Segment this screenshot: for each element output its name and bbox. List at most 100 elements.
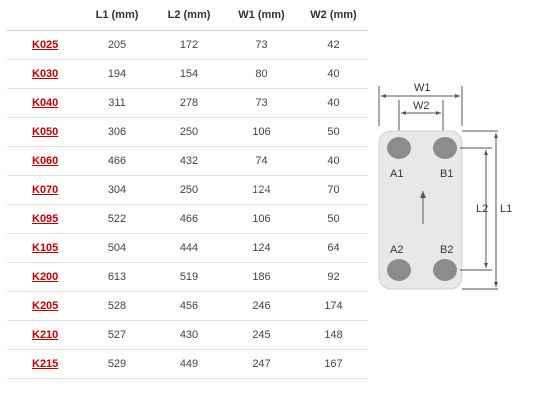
header-l1: L1 (mm) [80, 0, 154, 31]
cell-l2: 444 [154, 233, 224, 263]
model-link[interactable]: K040 [7, 88, 80, 118]
plate-dimension-diagram: W1 W2 A1 B1 A2 B2 L2 L1 [370, 78, 539, 298]
model-link[interactable]: K210 [7, 320, 80, 350]
cell-w1: 106 [224, 117, 299, 147]
cell-l2: 432 [154, 146, 224, 176]
cell-l2: 172 [154, 30, 224, 60]
cell-l1: 529 [80, 349, 154, 379]
cell-w2: 148 [299, 320, 368, 350]
table-row: K070 304 250 124 70 [7, 175, 368, 205]
plate-diagram-svg: W1 W2 A1 B1 A2 B2 L2 L1 [378, 82, 512, 290]
dimension-table-container: L1 (mm) L2 (mm) W1 (mm) W2 (mm) K025 205 1… [7, 0, 368, 379]
model-link[interactable]: K215 [7, 349, 80, 379]
cell-w2: 50 [299, 117, 368, 147]
cell-w1: 124 [224, 233, 299, 263]
cell-w2: 40 [299, 88, 368, 118]
model-link[interactable]: K050 [7, 117, 80, 147]
cell-l1: 304 [80, 175, 154, 205]
cell-l2: 519 [154, 262, 224, 292]
w2-arrow-left [401, 111, 406, 115]
l2-label: L2 [476, 203, 488, 215]
cell-l2: 430 [154, 320, 224, 350]
l1-label: L1 [500, 203, 512, 215]
table-row: K095 522 466 106 50 [7, 204, 368, 234]
cell-w1: 106 [224, 204, 299, 234]
table-header-row: L1 (mm) L2 (mm) W1 (mm) W2 (mm) [7, 0, 368, 31]
cell-l1: 613 [80, 262, 154, 292]
cell-w2: 167 [299, 349, 368, 379]
dimension-table: L1 (mm) L2 (mm) W1 (mm) W2 (mm) K025 205 1… [7, 0, 368, 379]
cell-l1: 194 [80, 59, 154, 89]
w1-arrow-left [381, 94, 386, 98]
l2-arrow-top [484, 150, 488, 155]
table-row: K025 205 172 73 42 [7, 30, 368, 60]
cell-w2: 42 [299, 30, 368, 60]
cell-l1: 527 [80, 320, 154, 350]
table-row: K105 504 444 124 64 [7, 233, 368, 263]
w1-arrow-right [455, 94, 460, 98]
table-row: K050 306 250 106 50 [7, 117, 368, 147]
cell-w2: 92 [299, 262, 368, 292]
model-link[interactable]: K095 [7, 204, 80, 234]
l2-arrow-bottom [484, 263, 488, 268]
cell-l1: 522 [80, 204, 154, 234]
w2-arrow-right [436, 111, 441, 115]
cell-l2: 466 [154, 204, 224, 234]
l1-arrow-top [494, 133, 498, 138]
cell-l1: 504 [80, 233, 154, 263]
table-row: K205 528 456 246 174 [7, 291, 368, 321]
port-b2-label: B2 [440, 244, 453, 256]
header-model [7, 0, 80, 31]
cell-w2: 40 [299, 59, 368, 89]
w1-label: W1 [414, 82, 431, 94]
cell-l1: 306 [80, 117, 154, 147]
cell-w2: 50 [299, 204, 368, 234]
w2-label: W2 [413, 100, 430, 112]
cell-l2: 154 [154, 59, 224, 89]
port-a2-label: A2 [390, 244, 403, 256]
l1-arrow-bottom [494, 282, 498, 287]
port-b1 [433, 137, 457, 159]
port-b2 [433, 259, 457, 281]
model-link[interactable]: K205 [7, 291, 80, 321]
model-link[interactable]: K060 [7, 146, 80, 176]
flow-arrow-head [420, 191, 426, 198]
cell-w1: 80 [224, 59, 299, 89]
table-row: K200 613 519 186 92 [7, 262, 368, 292]
cell-w1: 124 [224, 175, 299, 205]
plate-body [378, 130, 463, 290]
cell-l1: 466 [80, 146, 154, 176]
cell-w1: 74 [224, 146, 299, 176]
cell-l1: 528 [80, 291, 154, 321]
header-w2: W2 (mm) [299, 0, 368, 31]
cell-l2: 449 [154, 349, 224, 379]
model-link[interactable]: K105 [7, 233, 80, 263]
cell-w1: 73 [224, 88, 299, 118]
cell-l2: 278 [154, 88, 224, 118]
model-link[interactable]: K070 [7, 175, 80, 205]
cell-w1: 73 [224, 30, 299, 60]
table-row: K215 529 449 247 167 [7, 349, 368, 379]
table-row: K210 527 430 245 148 [7, 320, 368, 350]
table-row: K060 466 432 74 40 [7, 146, 368, 176]
cell-w1: 186 [224, 262, 299, 292]
cell-w1: 246 [224, 291, 299, 321]
cell-l1: 205 [80, 30, 154, 60]
cell-l2: 456 [154, 291, 224, 321]
cell-l1: 311 [80, 88, 154, 118]
port-a1 [387, 137, 411, 159]
model-link[interactable]: K025 [7, 30, 80, 60]
cell-w2: 64 [299, 233, 368, 263]
cell-w2: 174 [299, 291, 368, 321]
port-a2 [387, 259, 411, 281]
cell-w2: 70 [299, 175, 368, 205]
model-link[interactable]: K200 [7, 262, 80, 292]
model-link[interactable]: K030 [7, 59, 80, 89]
port-b1-label: B1 [440, 168, 453, 180]
table-row: K030 194 154 80 40 [7, 59, 368, 89]
cell-l2: 250 [154, 175, 224, 205]
cell-l2: 250 [154, 117, 224, 147]
cell-w2: 40 [299, 146, 368, 176]
cell-w1: 245 [224, 320, 299, 350]
table-row: K040 311 278 73 40 [7, 88, 368, 118]
